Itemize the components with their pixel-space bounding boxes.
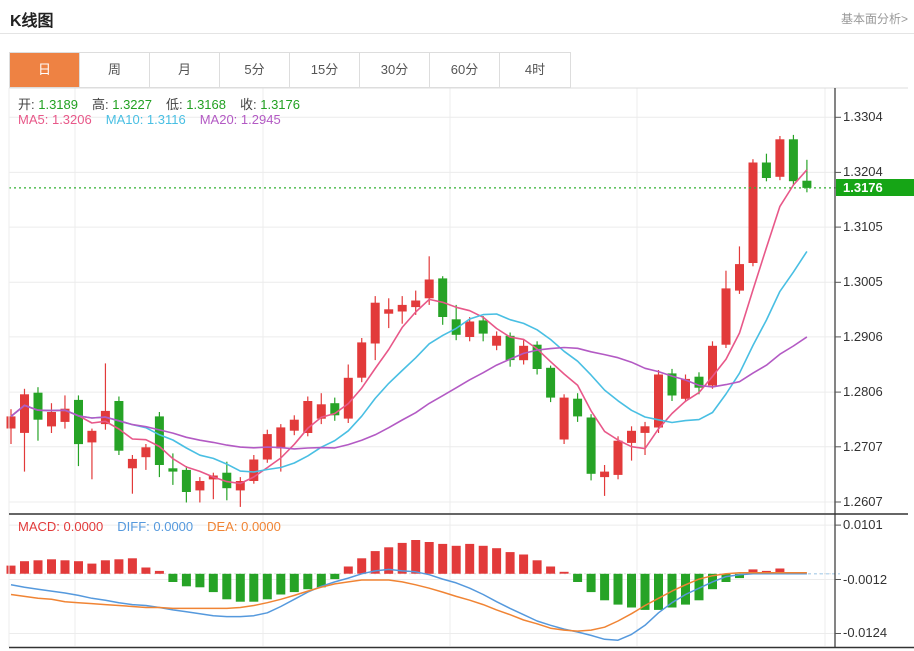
legend-item: MACD: 0.0000 — [18, 519, 104, 534]
legend-item: MA10: 1.3116 — [105, 112, 186, 127]
tab-5分[interactable]: 5分 — [220, 53, 290, 87]
tab-15分[interactable]: 15分 — [290, 53, 360, 87]
legend-item: DIFF: 0.0000 — [117, 519, 194, 534]
tab-30分[interactable]: 30分 — [360, 53, 430, 87]
y-axis-label: 1.2707 — [843, 438, 883, 454]
y-axis-label: 1.2806 — [843, 384, 883, 400]
y-axis-label: 0.0101 — [843, 517, 883, 533]
title-divider — [0, 33, 914, 34]
y-axis-label: 1.2607 — [843, 493, 883, 509]
y-axis-label: 1.2906 — [843, 328, 883, 344]
tab-60分[interactable]: 60分 — [430, 53, 500, 87]
legend-item: DEA: 0.0000 — [207, 519, 281, 534]
legend-item: 高: 1.3227 — [92, 97, 152, 112]
y-axis-label: 1.3005 — [843, 274, 883, 290]
legend-item: 低: 1.3168 — [166, 97, 226, 112]
legend-item: 开: 1.3189 — [18, 97, 78, 112]
y-axis-label: 1.3105 — [843, 219, 883, 235]
y-axis-label: 1.3204 — [843, 164, 883, 180]
tab-月[interactable]: 月 — [150, 53, 220, 87]
y-axis-label: -0.0012 — [843, 571, 888, 587]
legend-item: 收: 1.3176 — [240, 97, 300, 112]
legend-item: MA5: 1.3206 — [18, 112, 92, 127]
page-title: K线图 — [10, 13, 54, 30]
tab-4时[interactable]: 4时 — [500, 53, 570, 87]
legend-item: MA20: 1.2945 — [199, 112, 281, 127]
period-tabbar: 日周月 5分 15分 30分 60分 4时 — [9, 52, 571, 88]
current-price-badge: 1.3176 — [836, 179, 914, 197]
tab-周[interactable]: 周 — [80, 53, 150, 87]
ma-legend: MA5: 1.3206 MA10: 1.3116 MA20: 1.2945 — [18, 112, 295, 127]
y-axis-label: 1.3304 — [843, 109, 883, 125]
macd-legend: MACD: 0.0000 DIFF: 0.0000 DEA: 0.0000 — [18, 519, 295, 534]
y-axis-label: -0.0124 — [843, 625, 888, 641]
tab-日[interactable]: 日 — [10, 53, 80, 87]
ohlc-legend: 开: 1.3189 高: 1.3227 低: 1.3168 收: 1.3176 — [18, 94, 314, 113]
fundamental-analysis-link[interactable]: 基本面分析> — [840, 12, 908, 26]
